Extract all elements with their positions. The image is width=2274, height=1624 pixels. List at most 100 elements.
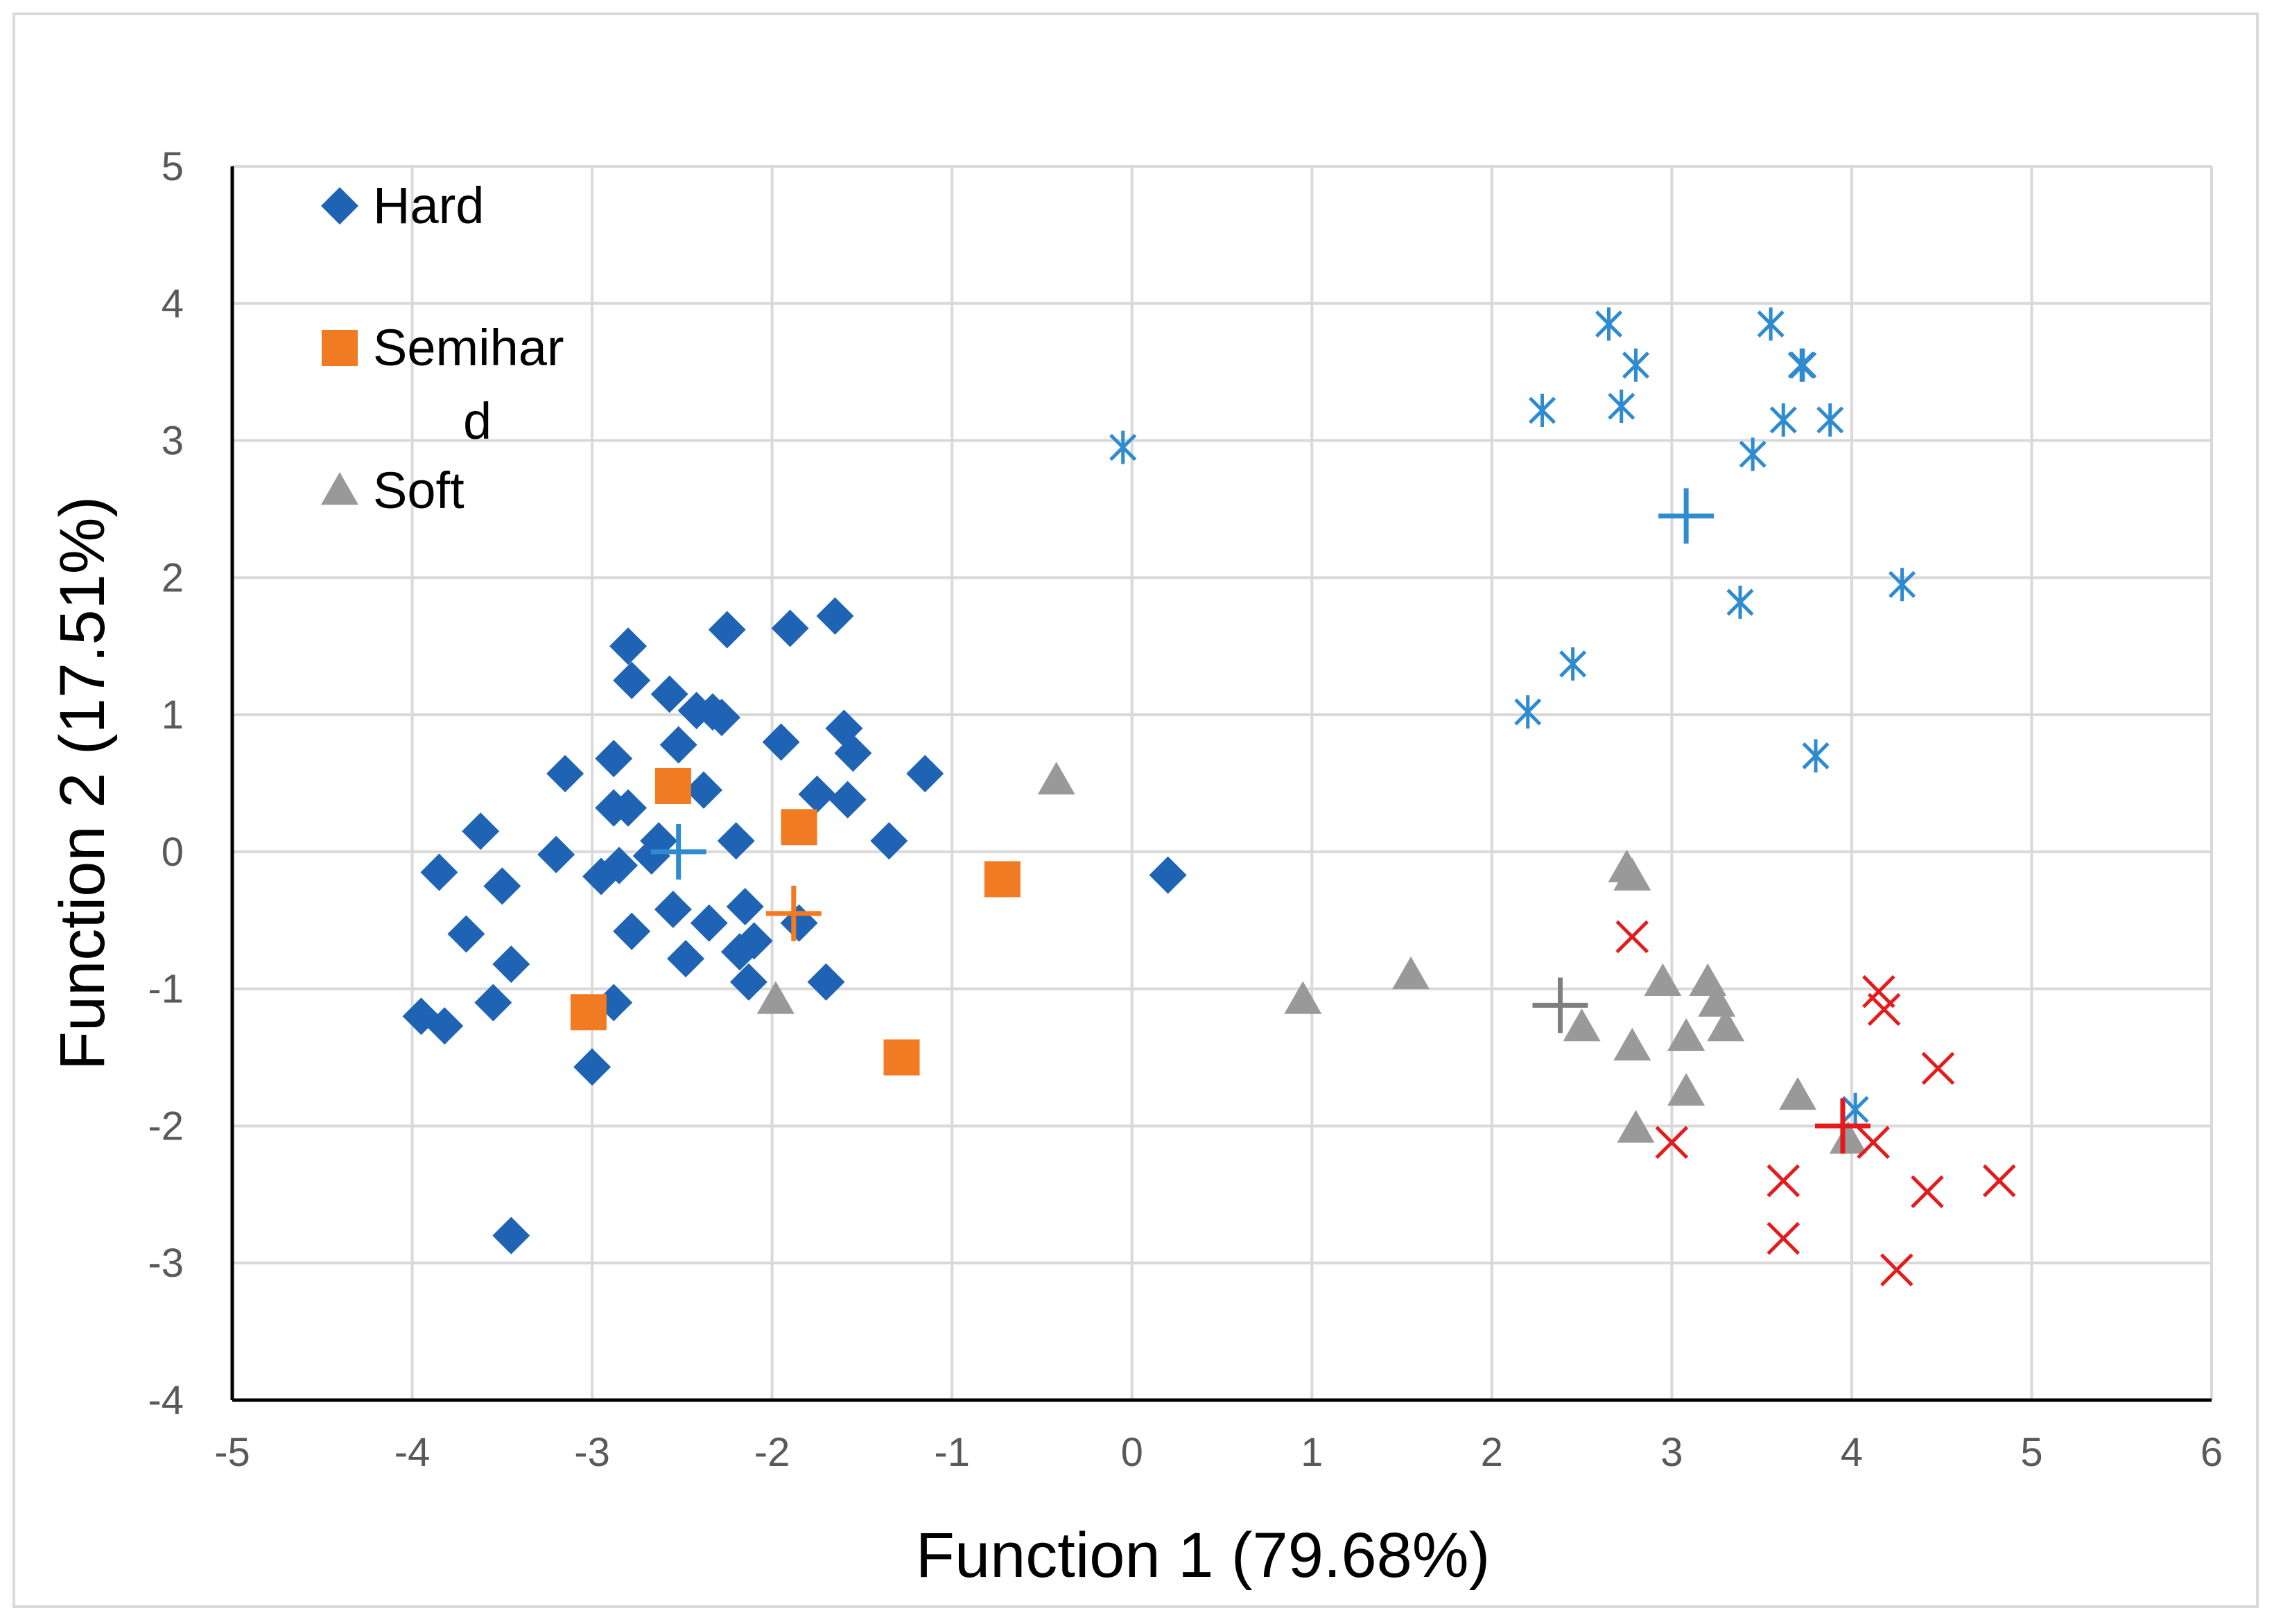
diamond-point (609, 789, 647, 827)
diamond-point (667, 940, 705, 978)
legend-marker-triangle (321, 472, 358, 505)
asterisk-point (1608, 390, 1635, 424)
triangle-point (1284, 981, 1322, 1014)
diamond-point (600, 846, 639, 884)
triangle-point (1613, 1027, 1651, 1060)
y-tick-label: -4 (148, 1378, 184, 1423)
diamond-point (906, 755, 944, 793)
asterisk-point (1514, 695, 1542, 729)
y-tick-label: 5 (162, 144, 184, 189)
legend: Hard Semihar d Soft (321, 177, 564, 519)
triangle-point (1667, 1073, 1705, 1106)
plus-point (1532, 977, 1588, 1033)
asterisk-point (1528, 394, 1556, 428)
series-x-points (1615, 920, 2016, 1286)
diamond-point (729, 963, 767, 1001)
diamond-point (492, 1216, 530, 1255)
triangle-point (1707, 1009, 1745, 1042)
axes (230, 166, 2212, 1402)
data-points (402, 307, 2016, 1286)
x-point (1982, 1164, 2016, 1198)
plus-point (1814, 1098, 1871, 1154)
x-point (1857, 1126, 1890, 1159)
triangle-point (1829, 1121, 1867, 1154)
asterisk-point (1757, 307, 1785, 341)
x-tick-label: 4 (1841, 1430, 1863, 1475)
triangle-point (1644, 963, 1682, 997)
chart-frame (12, 12, 2259, 1608)
series-semihard-points (570, 767, 1021, 1076)
diamond-point (654, 890, 692, 928)
y-tick-label: -3 (148, 1241, 184, 1286)
x-point (1767, 1221, 1800, 1255)
diamond-point (717, 822, 755, 860)
diamond-point (780, 904, 818, 942)
legend-label-soft: Soft (373, 462, 465, 519)
diamond-point (613, 661, 651, 699)
diamond-point (492, 945, 530, 984)
legend-marker-diamond (321, 187, 358, 225)
x-tick-label: 5 (2020, 1430, 2042, 1475)
diamond-point (828, 780, 867, 819)
series-soft-points (756, 762, 1867, 1154)
asterisk-point (1622, 348, 1649, 382)
triangle-point (1617, 1110, 1655, 1143)
diamond-point (613, 912, 651, 950)
triangle-point (1698, 984, 1736, 1017)
asterisk-point (1802, 739, 1830, 773)
square-point (570, 994, 607, 1031)
triangle-point (1779, 1076, 1817, 1110)
y-tick-label: 3 (162, 419, 184, 464)
diamond-point (708, 611, 746, 649)
diamond-point (771, 609, 809, 647)
x-tick-label: -2 (754, 1430, 790, 1475)
x-point (1655, 1126, 1689, 1159)
x-tick-label: -4 (394, 1430, 431, 1475)
x-point (1615, 920, 1649, 954)
y-tick-label: 2 (162, 555, 184, 600)
diamond-point (573, 1048, 611, 1086)
diamond-point (447, 915, 485, 953)
diamond-point (834, 734, 872, 772)
asterisk-point (1109, 430, 1137, 464)
square-point (883, 1039, 920, 1076)
series-plus-points (765, 885, 822, 941)
legend-item-semihard: Semihar d (322, 319, 564, 450)
square-point (984, 861, 1021, 898)
asterisk-point (1559, 647, 1587, 681)
series-hard-points (402, 597, 1187, 1255)
x-point (1880, 1253, 1913, 1286)
diamond-point (685, 771, 723, 809)
x-tick-label: 0 (1121, 1430, 1143, 1475)
y-tick-label: -2 (148, 1103, 184, 1149)
series-plus-points (1532, 977, 1588, 1033)
diamond-point (595, 740, 633, 778)
series-plus-points (1814, 1098, 1871, 1154)
y-tick-label: 0 (162, 830, 184, 875)
diamond-point (546, 755, 584, 793)
diamond-point (650, 675, 688, 713)
x-tick-labels: -5 -4 -3 -2 -1 0 1 2 3 4 5 6 (214, 1430, 2223, 1475)
triangle-point (1037, 762, 1075, 795)
triangle-point (1563, 1009, 1601, 1042)
y-tick-label: -1 (148, 967, 184, 1012)
triangle-point (756, 981, 795, 1014)
x-tick-label: 2 (1481, 1430, 1503, 1475)
x-tick-label: 6 (2201, 1430, 2223, 1475)
square-point (781, 809, 817, 846)
x-point (1911, 1175, 1944, 1209)
triangle-point (1613, 857, 1651, 891)
x-tick-label: -5 (214, 1430, 250, 1475)
diamond-point (426, 1007, 464, 1045)
legend-label-semihard-wrap: d (463, 392, 492, 450)
diamond-point (702, 699, 740, 737)
diamond-point (474, 984, 512, 1022)
asterisk-point (1595, 307, 1623, 341)
asterisk-point (1769, 403, 1797, 437)
y-tick-labels: 5 4 3 2 1 0 -1 -2 -3 -4 (148, 144, 184, 1423)
diamond-point (537, 835, 575, 873)
x-axis-title: Function 1 (79.68%) (916, 1520, 1490, 1591)
asterisk-point (1889, 568, 1916, 602)
square-point (654, 767, 691, 804)
